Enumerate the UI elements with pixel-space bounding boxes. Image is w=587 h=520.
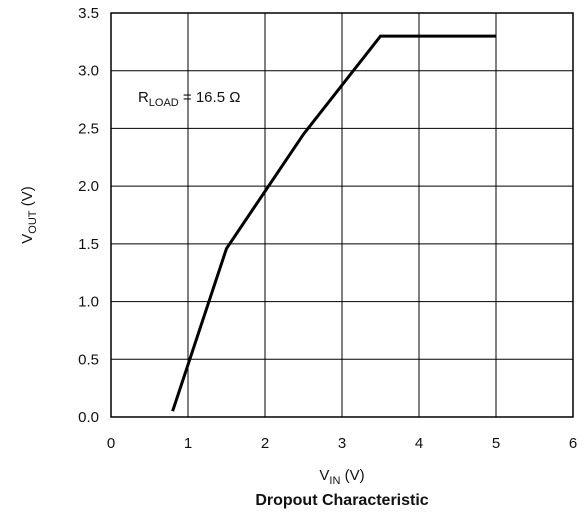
x-axis-label-sub: IN bbox=[329, 475, 340, 487]
x-axis-label-main: V bbox=[319, 467, 329, 484]
x-tick-label: 5 bbox=[492, 435, 500, 452]
y-axis-label-unit: (V) bbox=[19, 186, 36, 210]
x-tick-labels: 0 1 2 3 4 5 6 bbox=[107, 435, 577, 452]
chart-title: Dropout Characteristic bbox=[255, 492, 428, 509]
y-axis-label-sub: OUT bbox=[27, 210, 39, 234]
y-tick-label: 0.5 bbox=[78, 351, 99, 368]
x-axis-label: VIN (V) bbox=[319, 467, 364, 487]
annotation-rload: RLOAD = 16.5 Ω bbox=[138, 89, 240, 109]
y-tick-label: 3.0 bbox=[78, 63, 99, 80]
y-tick-label: 1.5 bbox=[78, 236, 99, 253]
y-tick-label: 2.5 bbox=[78, 120, 99, 137]
plot-frame bbox=[110, 12, 574, 418]
annotation-main: R bbox=[138, 89, 149, 106]
y-tick-label: 1.0 bbox=[78, 294, 99, 311]
x-tick-label: 1 bbox=[184, 435, 192, 452]
y-axis-label-main: V bbox=[19, 234, 36, 244]
y-tick-label: 3.5 bbox=[78, 5, 99, 22]
annotation-sub: LOAD bbox=[149, 97, 179, 109]
x-tick-label: 2 bbox=[261, 435, 269, 452]
annotation-rest: = 16.5 Ω bbox=[179, 89, 241, 106]
y-tick-label: 2.0 bbox=[78, 178, 99, 195]
series-line-vout bbox=[171, 34, 496, 412]
y-tick-label: 0.0 bbox=[78, 409, 99, 426]
x-axis-label-unit: (V) bbox=[340, 467, 364, 484]
grid-lines bbox=[111, 13, 573, 417]
x-tick-label: 0 bbox=[107, 435, 115, 452]
x-tick-label: 6 bbox=[569, 435, 577, 452]
x-tick-label: 4 bbox=[415, 435, 423, 452]
y-axis-label: VOUT (V) bbox=[19, 186, 39, 243]
y-tick-labels: 0.0 0.5 1.0 1.5 2.0 2.5 3.0 3.5 bbox=[78, 5, 99, 426]
x-tick-label: 3 bbox=[338, 435, 346, 452]
